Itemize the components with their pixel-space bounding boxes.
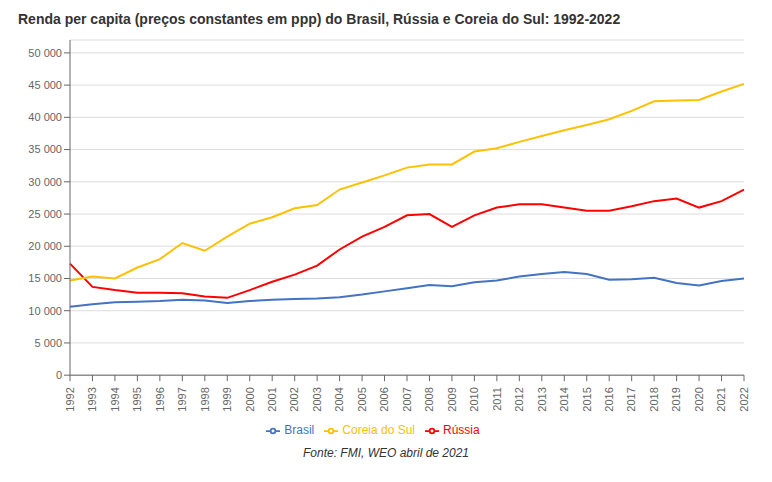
svg-text:1999: 1999	[221, 387, 233, 411]
svg-text:50 000: 50 000	[28, 47, 62, 59]
svg-text:30 000: 30 000	[28, 176, 62, 188]
svg-text:1994: 1994	[109, 387, 121, 411]
svg-text:1998: 1998	[199, 387, 211, 411]
svg-text:1993: 1993	[86, 387, 98, 411]
html-text:Renda per capita (preços const: Renda per capita (preços constantes em p…	[18, 11, 621, 27]
svg-text:2015: 2015	[581, 387, 593, 411]
svg-text:2004: 2004	[333, 387, 345, 411]
svg-text:2002: 2002	[288, 387, 300, 411]
svg-text:2014: 2014	[558, 387, 570, 411]
svg-text:2021: 2021	[715, 387, 727, 411]
svg-text:2011: 2011	[491, 387, 503, 411]
svg-text:10 000: 10 000	[28, 305, 62, 317]
svg-text:2006: 2006	[378, 387, 390, 411]
svg-text:2003: 2003	[311, 387, 323, 411]
svg-text:2018: 2018	[648, 387, 660, 411]
html-text:Rússia: Rússia	[443, 423, 480, 438]
svg-text:25 000: 25 000	[28, 208, 62, 220]
svg-text:2007: 2007	[401, 387, 413, 411]
svg-text:2013: 2013	[536, 387, 548, 411]
svg-text:45 000: 45 000	[28, 79, 62, 91]
svg-text:15 000: 15 000	[28, 272, 62, 284]
svg-text:1996: 1996	[154, 387, 166, 411]
svg-text:5 000: 5 000	[34, 337, 62, 349]
svg-text:2009: 2009	[446, 387, 458, 411]
svg-text:2005: 2005	[356, 387, 368, 411]
svg-text:2019: 2019	[670, 387, 682, 411]
svg-text:2010: 2010	[468, 387, 480, 411]
svg-text:35 000: 35 000	[28, 143, 62, 155]
svg-text:1997: 1997	[176, 387, 188, 411]
svg-text:40 000: 40 000	[28, 111, 62, 123]
svg-text:0: 0	[56, 369, 62, 381]
svg-text:20 000: 20 000	[28, 240, 62, 252]
svg-text:2020: 2020	[693, 387, 705, 411]
svg-text:2012: 2012	[513, 387, 525, 411]
svg-text:2016: 2016	[603, 387, 615, 411]
svg-text:1992: 1992	[64, 387, 76, 411]
html-text:Brasil: Brasil	[284, 423, 315, 438]
html-text:Fonte: FMI, WEO abril de 2021: Fonte: FMI, WEO abril de 2021	[303, 446, 469, 460]
svg-text:1995: 1995	[131, 387, 143, 411]
svg-text:2022: 2022	[738, 387, 750, 411]
svg-text:2001: 2001	[266, 387, 278, 411]
svg-text:2017: 2017	[625, 387, 637, 411]
svg-text:2008: 2008	[423, 387, 435, 411]
html-text:Coreia do Sul: Coreia do Sul	[342, 423, 415, 438]
svg-text:2000: 2000	[244, 387, 256, 411]
